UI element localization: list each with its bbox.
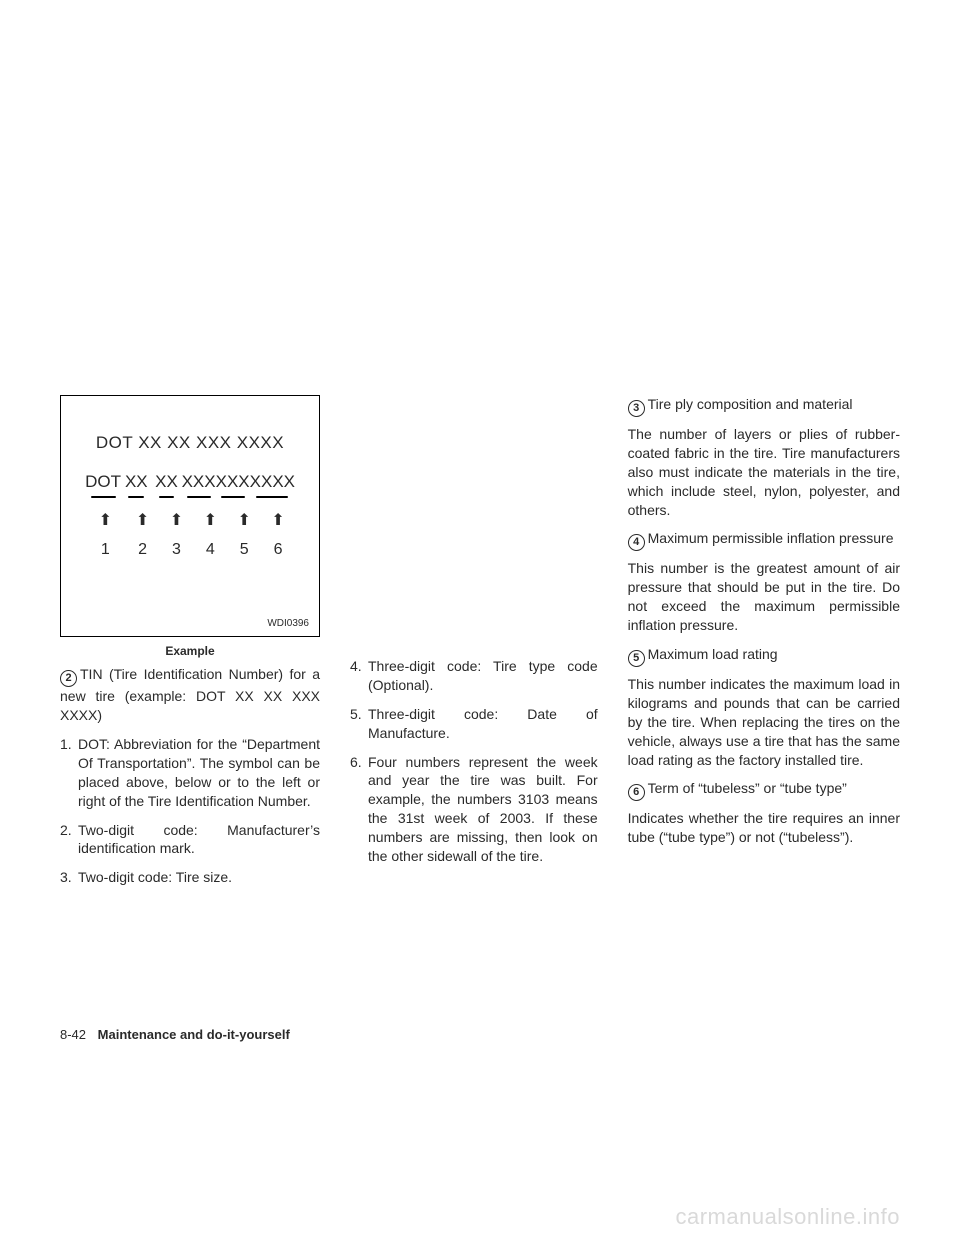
block-head: 3Tire ply composition and material xyxy=(628,395,900,417)
circled-number-icon: 4 xyxy=(628,534,645,551)
page-footer: 8-42 Maintenance and do-it-yourself xyxy=(60,1027,290,1042)
tin-intro: 2TIN (Tire Identification Number) for a … xyxy=(60,665,320,725)
diagram-numbers-row: 1 2 3 4 5 6 xyxy=(61,539,319,561)
list-item: 1.DOT: Abbreviation for the “Department … xyxy=(78,735,320,811)
diagram-seg-num: 4 xyxy=(193,539,227,561)
tin-list-b: 4.Three-digit code: Tire type code (Opti… xyxy=(350,657,598,866)
column-3: 3Tire ply composition and material The n… xyxy=(628,395,900,897)
diagram-seg-num: 2 xyxy=(126,539,160,561)
arrow-up-icon: ⬆ xyxy=(85,510,126,532)
page: DOT XX XX XXX XXXX DOT XX XX XXX XXX XXX… xyxy=(0,0,960,1242)
circled-number-icon: 3 xyxy=(628,400,645,417)
arrow-up-icon: ⬆ xyxy=(227,510,261,532)
list-item: 4.Three-digit code: Tire type code (Opti… xyxy=(368,657,598,695)
diagram-seg-label: XXX xyxy=(182,471,216,500)
arrow-up-icon: ⬆ xyxy=(261,510,295,532)
column-2: 4.Three-digit code: Tire type code (Opti… xyxy=(350,395,598,897)
diagram-seg-label: XX xyxy=(151,471,181,500)
tin-list-a: 1.DOT: Abbreviation for the “Department … xyxy=(60,735,320,887)
arrow-up-icon: ⬆ xyxy=(126,510,160,532)
diagram-seg-num: 1 xyxy=(85,539,126,561)
block-body: This number is the greatest amount of ai… xyxy=(628,559,900,635)
diagram-seg-label: XXXX xyxy=(250,471,295,500)
block-head: 4Maximum permissible inflation pressure xyxy=(628,529,900,551)
watermark: carmanualsonline.info xyxy=(675,1204,900,1230)
arrow-up-icon: ⬆ xyxy=(193,510,227,532)
diagram-seg-label: XXX xyxy=(216,471,250,500)
diagram-header: DOT XX XX XXX XXXX xyxy=(61,432,319,455)
diagram-labels-row: DOT XX XX XXX XXX XXXX xyxy=(61,471,319,500)
diagram-seg-label: XX xyxy=(121,471,151,500)
page-number: 8-42 xyxy=(60,1027,86,1042)
example-label: Example xyxy=(60,643,320,659)
column-1: DOT XX XX XXX XXXX DOT XX XX XXX XXX XXX… xyxy=(60,395,320,897)
list-item: 6.Four numbers represent the week and ye… xyxy=(368,753,598,866)
list-item: 5.Three-digit code: Date of Manufacture. xyxy=(368,705,598,743)
diagram-seg-label: DOT xyxy=(85,471,121,500)
section-title: Maintenance and do-it-yourself xyxy=(98,1027,290,1042)
block-head: 6Term of “tubeless” or “tube type” xyxy=(628,779,900,801)
circled-number-icon: 6 xyxy=(628,784,645,801)
circled-number-icon: 5 xyxy=(628,650,645,667)
diagram-seg-num: 3 xyxy=(160,539,194,561)
diagram-seg-num: 6 xyxy=(261,539,295,561)
figure-code: WDI0396 xyxy=(267,617,309,631)
block-head: 5Maximum load rating xyxy=(628,645,900,667)
diagram-seg-num: 5 xyxy=(227,539,261,561)
block-body: This number indicates the maximum load i… xyxy=(628,675,900,769)
arrow-up-icon: ⬆ xyxy=(160,510,194,532)
list-item: 3.Two-digit code: Tire size. xyxy=(78,868,320,887)
circled-number-icon: 2 xyxy=(60,670,77,687)
diagram-arrows-row: ⬆ ⬆ ⬆ ⬆ ⬆ ⬆ xyxy=(61,510,319,532)
content-columns: DOT XX XX XXX XXXX DOT XX XX XXX XXX XXX… xyxy=(60,395,900,897)
list-item: 2.Two-digit code: Manufacturer’s identif… xyxy=(78,821,320,859)
tin-intro-text: TIN (Tire Identification Number) for a n… xyxy=(60,666,320,723)
block-body: The number of layers or plies of rubber-… xyxy=(628,425,900,519)
tin-diagram: DOT XX XX XXX XXXX DOT XX XX XXX XXX XXX… xyxy=(60,395,320,637)
block-body: Indicates whether the tire requires an i… xyxy=(628,809,900,847)
